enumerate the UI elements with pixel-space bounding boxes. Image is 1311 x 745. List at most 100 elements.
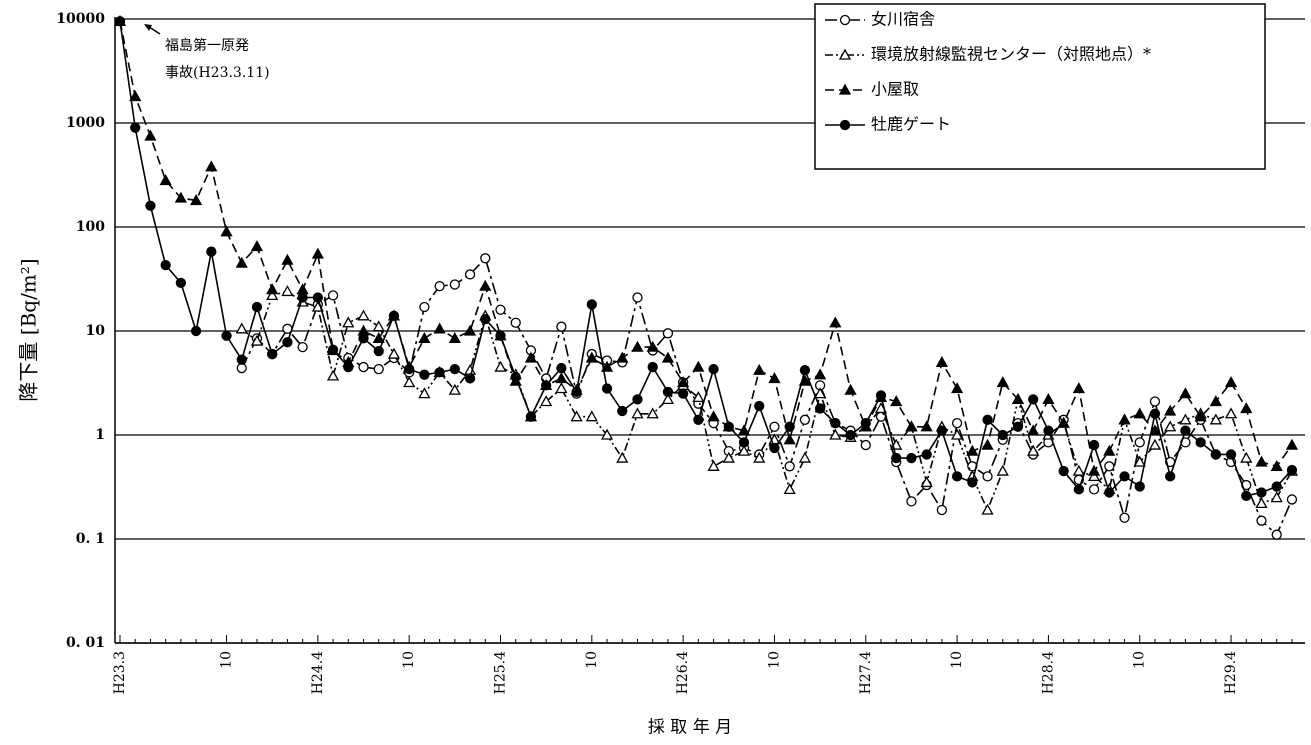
point — [723, 421, 734, 432]
point — [1194, 410, 1207, 422]
point — [860, 439, 871, 451]
x-tick-label: H29.4 — [1223, 651, 1239, 694]
point — [281, 253, 294, 265]
point — [281, 285, 294, 297]
x-tick-label: H27.4 — [858, 651, 874, 694]
point — [387, 347, 401, 359]
point — [1119, 512, 1130, 523]
point — [357, 309, 370, 321]
point — [463, 324, 477, 336]
point — [1134, 437, 1145, 448]
point — [616, 351, 629, 363]
point — [586, 299, 597, 310]
point — [1285, 438, 1299, 450]
point — [890, 395, 903, 407]
point — [342, 316, 355, 328]
point — [844, 383, 857, 395]
point — [753, 451, 766, 463]
annotation-line: 事故(H23.3.11) — [165, 65, 270, 81]
x-tick-label: H28.4 — [1040, 651, 1056, 694]
point — [1179, 413, 1192, 425]
point — [372, 332, 385, 343]
point — [1011, 393, 1025, 405]
y-tick-label: 0. 1 — [76, 531, 105, 547]
point — [1210, 449, 1221, 460]
x-tick-label: H25.4 — [493, 651, 509, 694]
point — [585, 351, 598, 363]
point — [616, 451, 629, 463]
point — [464, 373, 476, 384]
point — [403, 376, 416, 388]
series-line — [241, 256, 1293, 537]
point — [981, 438, 994, 450]
point — [189, 194, 203, 206]
point — [130, 122, 141, 133]
legend-label: 環境放射線監視センター（対照地点）* — [871, 45, 1151, 64]
point — [677, 388, 689, 399]
point — [1134, 481, 1145, 492]
point — [373, 346, 384, 357]
point — [708, 363, 719, 375]
point — [555, 372, 568, 384]
point — [448, 383, 461, 395]
point — [601, 383, 613, 394]
point — [1165, 471, 1176, 482]
point — [1103, 444, 1116, 456]
x-tick-label: 10 — [766, 651, 782, 669]
point — [480, 313, 491, 325]
point — [1256, 515, 1267, 526]
point — [906, 496, 917, 507]
point — [250, 334, 264, 346]
x-tick-label: H24.4 — [310, 651, 326, 694]
legend-box — [814, 3, 1266, 170]
point — [600, 360, 614, 372]
point — [829, 428, 842, 440]
point — [692, 391, 705, 403]
point — [1209, 413, 1222, 425]
point — [372, 320, 385, 332]
point — [982, 471, 993, 482]
point — [632, 292, 643, 303]
point — [951, 471, 963, 482]
legend-label: 牡鹿ゲート — [871, 115, 951, 134]
point — [494, 360, 507, 372]
point — [326, 369, 340, 381]
point — [631, 407, 644, 419]
point — [661, 351, 675, 363]
point — [1164, 420, 1177, 432]
point — [1087, 464, 1101, 476]
point — [174, 191, 187, 203]
point — [1057, 416, 1070, 428]
point — [1149, 408, 1161, 419]
point — [1286, 464, 1298, 476]
point — [738, 437, 750, 448]
point — [1164, 404, 1177, 416]
point — [950, 382, 964, 394]
point — [556, 362, 567, 374]
point — [1209, 395, 1222, 407]
point — [1240, 451, 1253, 463]
point — [982, 414, 993, 425]
point — [1270, 459, 1283, 471]
point — [296, 283, 309, 295]
point — [540, 395, 553, 407]
point — [905, 420, 918, 432]
point — [1195, 437, 1206, 448]
point — [1088, 484, 1100, 495]
point — [1133, 407, 1146, 419]
point — [769, 442, 780, 454]
point — [159, 174, 172, 186]
point — [495, 304, 506, 315]
point — [175, 277, 187, 289]
point — [783, 483, 796, 495]
y-tick-label: 1000 — [66, 115, 105, 131]
point — [1180, 425, 1191, 436]
point — [646, 340, 659, 352]
point — [1087, 470, 1101, 482]
point — [144, 129, 157, 141]
x-tick-label: 10 — [949, 651, 965, 669]
y-axis-label: 降下量 [Bq/m²] — [17, 258, 41, 401]
point — [510, 317, 521, 328]
point — [1133, 455, 1146, 467]
